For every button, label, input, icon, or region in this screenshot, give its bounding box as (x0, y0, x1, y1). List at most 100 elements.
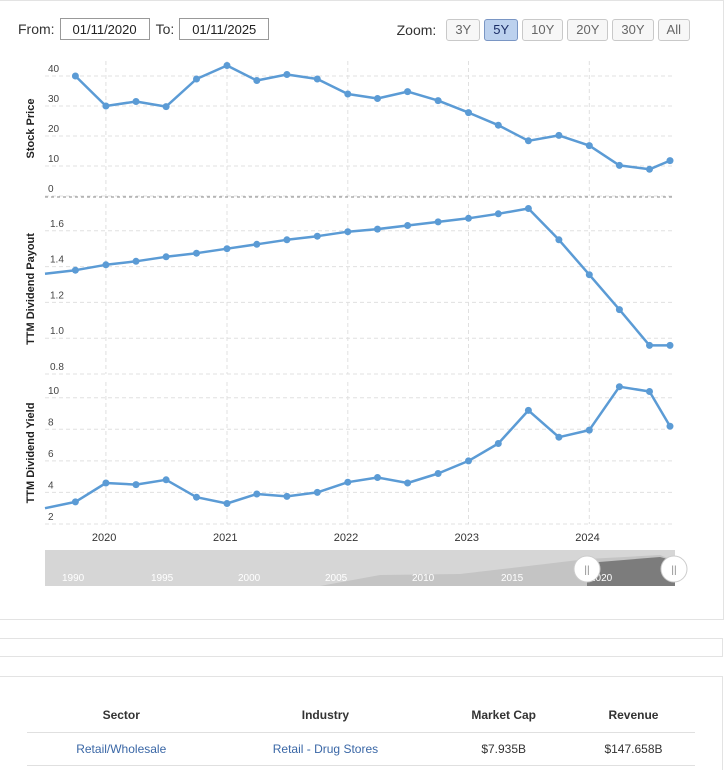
navigator-handle-grip-icon: || (671, 565, 676, 576)
data-point (344, 90, 352, 98)
data-point (585, 142, 593, 150)
data-point (585, 426, 593, 434)
y-tick-label: 1.0 (50, 326, 64, 337)
data-point (666, 341, 674, 349)
y-tick-label: 20 (48, 124, 60, 135)
navigator[interactable]: 1990 1995 2000 2005 2010 2015 2020|| || (45, 550, 688, 586)
data-point (132, 98, 140, 105)
x-tick-label: 2021 (213, 532, 237, 544)
data-point (646, 165, 653, 173)
data-point (102, 479, 110, 487)
navigator-year-label: 2010 (412, 573, 435, 584)
header-industry: Industry (215, 698, 436, 733)
data-point (193, 75, 200, 83)
navigator-left-handle[interactable] (573, 555, 601, 583)
chart-dividend-payout: 0.8 1.0 1.2 1.4 1.6 TTM Dividend Payout (25, 204, 675, 375)
data-point (253, 490, 261, 498)
navigator-year-label: 2000 (238, 573, 261, 584)
data-point (162, 476, 170, 484)
data-point (434, 218, 442, 226)
zoom-30y-button[interactable]: 30Y (612, 19, 654, 41)
y-tick-label: 40 (48, 64, 60, 75)
to-label: To: (155, 21, 175, 37)
to-date-input[interactable] (179, 18, 270, 40)
data-point (253, 240, 261, 248)
y-tick-label: 10 (48, 386, 60, 397)
data-point (193, 493, 200, 501)
data-point (223, 245, 231, 253)
company-info-panel (0, 676, 723, 770)
data-point (374, 95, 381, 102)
sector-link[interactable]: Retail/Wholesale (27, 732, 216, 766)
data-point (102, 261, 110, 269)
zoom-all-button[interactable]: All (657, 19, 690, 41)
data-point (404, 479, 412, 487)
x-tick-label: 2023 (455, 532, 479, 544)
series-line-stock-price (74, 64, 671, 171)
company-info-table: Sector Industry Market Cap Revenue Retai… (27, 698, 695, 766)
revenue-value: $147.658B (571, 732, 695, 766)
data-point (494, 210, 502, 218)
zoom-10y-button[interactable]: 10Y (522, 19, 564, 41)
x-axis: 2020 2021 2022 2023 2024 (92, 532, 600, 544)
industry-link[interactable]: Retail - Drug Stores (215, 732, 436, 766)
y-tick-label: 1.4 (50, 255, 64, 266)
x-tick-label: 2020 (92, 532, 116, 544)
y-axis-label-dividend-yield: TTM Dividend Yield (25, 403, 37, 504)
data-point (283, 236, 291, 244)
y-tick-label: 0.8 (50, 362, 64, 373)
data-point (344, 478, 352, 486)
data-point (646, 388, 653, 395)
info-data-row: Retail/Wholesale Retail - Drug Stores $7… (27, 732, 695, 766)
data-point (193, 249, 200, 257)
navigator-year-label: 2020 (590, 573, 613, 584)
data-point (71, 498, 79, 506)
y-tick-label: 1.2 (50, 290, 64, 301)
chart-dividend-yield: 2 4 6 8 10 TTM Dividend Yield (25, 382, 675, 525)
y-tick-label: 2 (48, 512, 54, 523)
data-point (555, 131, 563, 139)
chart-stock-price: 0 10 20 30 40 Stock Price (25, 61, 675, 198)
y-tick-label: 6 (48, 449, 54, 460)
y-axis-label-stock-price: Stock Price (25, 99, 37, 159)
data-point (162, 103, 170, 111)
y-tick-label: 0 (48, 184, 54, 195)
navigator-year-label: 2015 (501, 573, 524, 584)
navigator-year-label: 2005 (325, 573, 348, 584)
x-tick-label: 2022 (334, 532, 358, 544)
data-point (524, 205, 532, 212)
zoom-label: Zoom: (396, 22, 437, 38)
navigator-right-handle[interactable] (660, 555, 688, 583)
data-point (283, 71, 291, 78)
data-point (615, 161, 623, 169)
data-point (494, 440, 502, 447)
navigator-year-label: 1990 (62, 573, 85, 584)
data-point (313, 75, 321, 83)
navigator-selected-range (587, 557, 675, 586)
data-point (223, 62, 231, 69)
data-point (132, 481, 140, 489)
zoom-20y-button[interactable]: 20Y (567, 19, 609, 41)
data-point (71, 266, 79, 274)
data-point (71, 72, 79, 80)
zoom-5y-button[interactable]: 5Y (484, 19, 519, 41)
header-sector: Sector (27, 698, 216, 733)
date-range-controls: From: To: (18, 18, 275, 40)
data-point (102, 102, 110, 110)
stacked-line-charts: 0 10 20 30 40 Stock Price 0.8 1.0 1.2 1.4 1.6 TTM … (25, 61, 688, 586)
data-point (646, 341, 653, 349)
data-point (283, 492, 291, 500)
navigator-year-label: 1995 (151, 573, 174, 584)
series-line-dividend-yield (44, 385, 672, 510)
data-point (313, 488, 321, 496)
zoom-3y-button[interactable]: 3Y (446, 19, 481, 41)
data-point (615, 383, 623, 391)
y-tick-label: 10 (48, 154, 60, 165)
from-date-input[interactable] (59, 18, 150, 40)
header-market-cap: Market Cap (435, 698, 572, 733)
data-point (404, 88, 412, 96)
data-point (555, 236, 563, 244)
data-point (374, 474, 381, 481)
header-revenue: Revenue (571, 698, 695, 733)
data-point (615, 306, 623, 314)
